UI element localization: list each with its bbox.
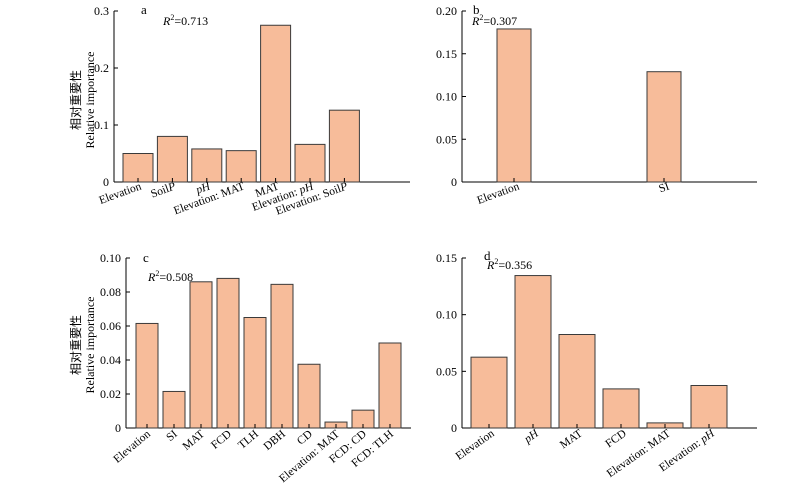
panel-b-chart: 0 0.05 0.10 0.15 0.20 Elevation SI bR2=0.307 [436, 2, 757, 207]
bar-elevation [122, 153, 154, 183]
bar-fcd-tlh [378, 342, 402, 429]
bar-si [162, 390, 186, 429]
x-category-label: SI [657, 180, 671, 195]
x-category-label: pH [194, 180, 213, 197]
y-axis-label-en: Relative importance [83, 52, 97, 149]
x-category-label: MAT [558, 428, 585, 452]
x-category-label: FCD [209, 428, 234, 452]
y-tick-label: 0.08 [100, 285, 121, 299]
bar-elevation [496, 28, 532, 183]
x-category-label: pH [521, 427, 541, 446]
bar-ph [191, 148, 223, 183]
panel-letter: c [143, 250, 149, 265]
y-tick-label: 0.10 [436, 308, 457, 322]
y-tick-label: 0 [115, 421, 121, 435]
bar-dbh [270, 283, 294, 429]
x-category-label: TLH [236, 428, 261, 452]
y-tick-label: 0.3 [94, 4, 109, 18]
x-category-label: MAT [181, 428, 207, 453]
x-category-label: FCD [604, 428, 629, 451]
panel-letter: d [484, 248, 491, 263]
bar-elevation-ph [294, 143, 326, 183]
bar-cd [297, 363, 321, 429]
bar-ph [514, 275, 552, 429]
x-category-label: DBH [262, 428, 288, 453]
y-axis-label-cn: 相对重要性 [69, 70, 83, 130]
x-category-label: SoilP [149, 181, 177, 201]
r-squared-label: R2=0.713 [162, 13, 208, 28]
x-category-label: Elevation [476, 180, 522, 206]
y-tick-label: 0.05 [436, 132, 457, 146]
x-category-label: CD [295, 428, 315, 447]
x-category-label: SI [164, 428, 180, 444]
y-tick-label: 0.05 [436, 364, 457, 378]
y-tick-label: 0.10 [100, 251, 121, 265]
y-axis-label-en: Relative importance [83, 297, 97, 394]
bar-elevation-soilp [328, 109, 360, 183]
y-tick-label: 0 [103, 175, 109, 189]
bar-elevation [135, 322, 159, 429]
panel-letter: a [141, 2, 147, 17]
y-tick-label: 0.15 [436, 251, 457, 265]
bar-mat [260, 24, 292, 183]
x-category-label: Elevation [454, 427, 497, 462]
y-tick-label: 0 [451, 175, 457, 189]
y-tick-label: 0 [451, 421, 457, 435]
y-tick-label: 0.2 [94, 61, 109, 75]
r-squared-label: R2=0.508 [147, 269, 193, 284]
bar-fcd [602, 388, 640, 429]
y-tick-label: 0.06 [100, 319, 121, 333]
bar-fcd [216, 277, 240, 429]
bar-elevation-mat [225, 150, 257, 183]
bar-elevation-ph [690, 385, 728, 429]
r-squared-label: R2=0.356 [486, 257, 532, 272]
y-axis-label-cn: 相对重要性 [69, 315, 83, 375]
bar-si [646, 71, 682, 183]
bar-mat [189, 281, 213, 429]
r-squared-label: R2=0.307 [471, 13, 517, 28]
bar-soilp [156, 135, 188, 183]
bar-mat [558, 334, 596, 429]
y-tick-label: 0.10 [436, 90, 457, 104]
y-tick-label: 0.15 [436, 47, 457, 61]
panel-letter: b [473, 2, 480, 17]
y-tick-label: 0.1 [94, 118, 109, 132]
y-tick-label: 0.20 [436, 4, 457, 18]
bar-elevation [470, 356, 508, 429]
y-tick-label: 0.02 [100, 387, 121, 401]
y-tick-label: 0.04 [100, 353, 121, 367]
bar-tlh [243, 317, 267, 429]
